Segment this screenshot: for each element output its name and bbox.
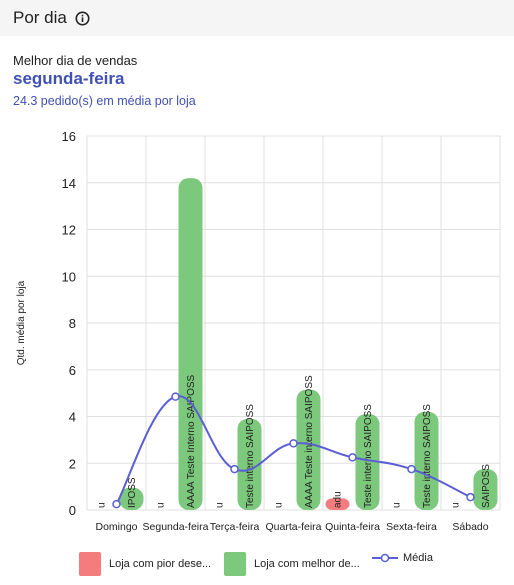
x-tick-label: Quinta-feira — [325, 521, 380, 533]
bar-best — [355, 414, 380, 510]
y-tick-label: 2 — [69, 456, 76, 471]
bar-best — [178, 178, 203, 510]
y-tick-label: 12 — [62, 223, 76, 238]
bar-best-label: IPOSS — [127, 477, 138, 508]
bar-best-label: Teste interno SAIPOSS — [422, 404, 433, 508]
y-tick-label: 8 — [69, 316, 76, 331]
legend-worst-label: Loja com pior dese... — [109, 558, 212, 570]
average-point — [466, 492, 475, 502]
y-axis-label: Qtd. média por loja — [16, 280, 27, 365]
y-tick-label: 4 — [69, 410, 76, 425]
legend-worst-swatch — [79, 552, 101, 576]
average-point — [289, 439, 298, 448]
bar-worst — [325, 498, 350, 510]
average-point — [348, 453, 357, 462]
bar-best-label: SAIPOSS — [481, 464, 492, 508]
legend-best-label: Loja com melhor de... — [254, 558, 360, 570]
weekday-chart: 0 2 4 6 8 10 12 14 16 Qtd. média por loja u IPOSS Do… — [16, 129, 501, 533]
average-point — [407, 464, 416, 474]
legend-average-marker — [372, 553, 398, 563]
legend-best[interactable]: Loja com melhor de... — [224, 552, 360, 576]
legend-worst[interactable]: Loja com pior dese... — [79, 552, 211, 576]
x-tick-label: Domingo — [95, 521, 137, 533]
legend-best-swatch — [224, 552, 246, 576]
section-title: Por dia — [13, 8, 67, 27]
bar-best-label: AAAA Teste interno SAIPOSS — [304, 375, 315, 508]
legend-average-label: Média — [403, 552, 433, 564]
bar-best — [237, 418, 262, 510]
bar-worst-label: adu — [333, 491, 344, 508]
y-tick-label: 6 — [69, 363, 76, 378]
best-day-value: segunda-feira — [13, 69, 125, 88]
x-tick-label: Terça-feira — [210, 521, 260, 533]
bar-best-label: Teste interno SAIPOSS — [363, 404, 374, 508]
x-tick-label: Sexta-feira — [386, 521, 437, 533]
x-tick-label: Quarta-feira — [265, 521, 321, 533]
y-tick-label: 16 — [62, 129, 76, 144]
bar-worst-label: u — [97, 502, 108, 508]
info-circle-icon[interactable] — [75, 11, 90, 26]
bar-worst-label: u — [392, 502, 403, 508]
average-point — [112, 499, 121, 509]
bar-best — [473, 469, 498, 510]
bar-worst-label: u — [274, 502, 285, 508]
y-tick-label: 10 — [62, 269, 76, 284]
bar-worst-label: u — [156, 502, 167, 508]
average-point — [171, 392, 180, 401]
bar-best — [296, 389, 321, 510]
section-header: Por dia — [0, 0, 514, 36]
bar-best — [119, 487, 144, 510]
legend-average[interactable]: Média — [372, 552, 433, 564]
bar-best — [414, 411, 439, 510]
x-tick-label: Sábado — [452, 521, 488, 533]
bar-best-label: Teste interno SAIPOSS — [245, 404, 256, 508]
y-tick-label: 14 — [62, 176, 76, 191]
best-day-average: 24.3 pedido(s) em média por loja — [13, 94, 196, 108]
average-point — [230, 464, 239, 474]
y-tick-label: 0 — [69, 503, 76, 518]
best-day-label: Melhor dia de vendas — [13, 53, 138, 68]
bar-best-label: AAAA Teste Interno SAIPOSS — [186, 374, 197, 508]
x-tick-label: Segunda-feira — [143, 521, 209, 533]
bar-worst-label: u — [215, 502, 226, 508]
bar-worst-label: u — [451, 502, 462, 508]
